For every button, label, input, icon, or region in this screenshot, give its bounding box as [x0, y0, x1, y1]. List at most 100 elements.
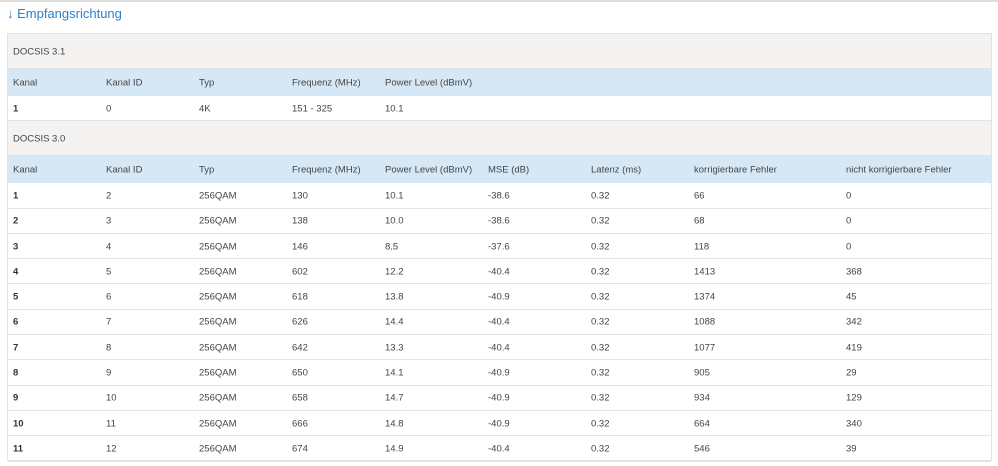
table-cell: 146 — [292, 241, 308, 253]
table-cell: 129 — [846, 392, 862, 404]
table-cell: 68 — [694, 215, 705, 227]
table-cell: 0 — [846, 215, 852, 227]
top-border — [0, 0, 998, 2]
table-cell: -40.9 — [488, 291, 510, 303]
table-cell: 8.5 — [385, 241, 399, 253]
table-cell: 256QAM — [199, 291, 237, 303]
table-cell: 2 — [106, 190, 112, 202]
table-cell: 0.32 — [591, 418, 610, 430]
table-cell: 1088 — [694, 316, 716, 328]
table-cell: 6 — [106, 291, 112, 303]
table-cell: 905 — [694, 367, 710, 379]
channel-table: DOCSIS 3.1 Kanal Kanal ID Typ Frequenz (MHz)… — [7, 33, 992, 462]
table-cell: 0.32 — [591, 190, 610, 202]
column-header: Kanal — [13, 164, 38, 176]
table-cell: 14.1 — [385, 367, 404, 379]
data-row: 5 6 256QAM 618 13.8 -40.9 0.32 1374 45 — [8, 285, 991, 310]
table-cell: -40.9 — [488, 367, 510, 379]
table-cell: -40.4 — [488, 316, 510, 328]
table-cell: 4 — [13, 266, 19, 278]
column-header: Frequenz (MHz) — [292, 77, 361, 88]
table-cell: 650 — [292, 367, 308, 379]
column-header: Kanal — [13, 77, 38, 88]
table-cell: 4K — [199, 103, 211, 115]
table-cell: 14.4 — [385, 316, 404, 328]
table-cell: 0 — [846, 190, 852, 202]
table-cell: 1077 — [694, 342, 716, 354]
table-cell: 3 — [106, 215, 112, 227]
table-cell: 1413 — [694, 266, 716, 278]
table-cell: 10 — [13, 418, 24, 430]
data-row: 4 5 256QAM 602 12.2 -40.4 0.32 1413 368 — [8, 259, 991, 285]
table-cell: 256QAM — [199, 418, 237, 430]
table-cell: -40.4 — [488, 443, 510, 455]
table-cell: 0.32 — [591, 342, 610, 354]
table-cell: 14.9 — [385, 443, 404, 455]
table-cell: 3 — [13, 241, 19, 253]
table-cell: 0 — [106, 103, 112, 115]
table-cell: 256QAM — [199, 215, 237, 227]
table-cell: 256QAM — [199, 342, 237, 354]
table-cell: 14.8 — [385, 418, 404, 430]
section-heading[interactable]: ↓ Empfangsrichtung — [7, 6, 122, 21]
table-cell: 13.8 — [385, 291, 404, 303]
table-cell: 1 — [13, 190, 19, 202]
table-cell: 342 — [846, 316, 862, 328]
column-header: Power Level (dBmV) — [385, 164, 473, 176]
table-cell: 546 — [694, 443, 710, 455]
data-row: 7 8 256QAM 642 13.3 -40.4 0.32 1077 419 — [8, 335, 991, 361]
table-cell: 8 — [106, 342, 112, 354]
section-title: DOCSIS 3.0 — [13, 133, 66, 145]
table-cell: -40.9 — [488, 392, 510, 404]
table-cell: 130 — [292, 190, 308, 202]
table-cell: 658 — [292, 392, 308, 404]
column-header: Frequenz (MHz) — [292, 164, 361, 176]
column-header: Typ — [199, 164, 215, 176]
table-cell: 29 — [846, 367, 857, 379]
table-cell: 5 — [13, 291, 19, 303]
table-cell: 1 — [13, 103, 19, 115]
data-row: 3 4 256QAM 146 8.5 -37.6 0.32 118 0 — [8, 234, 991, 260]
table-cell: 256QAM — [199, 367, 237, 379]
section-title: DOCSIS 3.1 — [13, 46, 66, 57]
table-cell: 12.2 — [385, 266, 404, 278]
table-cell: 0.32 — [591, 443, 610, 455]
table-cell: 256QAM — [199, 443, 237, 455]
table-cell: 0.32 — [591, 215, 610, 227]
table-cell: 39 — [846, 443, 857, 455]
table-cell: 0.32 — [591, 241, 610, 253]
table-cell: 14.7 — [385, 392, 404, 404]
table-cell: 642 — [292, 342, 308, 354]
table-cell: 10.0 — [385, 215, 404, 227]
column-header: nicht korrigierbare Fehler — [846, 164, 952, 176]
column-header: Latenz (ms) — [591, 164, 642, 176]
table-cell: 256QAM — [199, 316, 237, 328]
table-cell: 11 — [106, 418, 116, 430]
data-row: 8 9 256QAM 650 14.1 -40.9 0.32 905 29 — [8, 360, 991, 386]
column-header: korrigierbare Fehler — [694, 164, 777, 176]
table-cell: 256QAM — [199, 190, 237, 202]
header-row: Kanal Kanal ID Typ Frequenz (MHz) Power Leve… — [8, 69, 991, 96]
table-cell: 0.32 — [591, 392, 610, 404]
table-cell: 0.32 — [591, 291, 610, 303]
table-cell: 618 — [292, 291, 308, 303]
table-cell: 0.32 — [591, 316, 610, 328]
table-cell: 4 — [106, 241, 112, 253]
table-cell: 8 — [13, 367, 19, 379]
table-cell: 13.3 — [385, 342, 404, 354]
table-cell: 666 — [292, 418, 308, 430]
table-cell: -40.4 — [488, 266, 510, 278]
table-cell: 151 - 325 — [292, 103, 333, 115]
table-cell: 138 — [292, 215, 308, 227]
table-cell: 368 — [846, 266, 862, 278]
table-cell: 419 — [846, 342, 862, 354]
column-header: Power Level (dBmV) — [385, 77, 473, 88]
column-header: MSE (dB) — [488, 164, 530, 176]
column-header: Typ — [199, 77, 215, 88]
table-cell: -40.4 — [488, 342, 510, 354]
table-cell: 626 — [292, 316, 308, 328]
table-cell: 7 — [13, 342, 19, 354]
table-cell: 0.32 — [591, 367, 610, 379]
table-cell: 10.1 — [385, 190, 404, 202]
